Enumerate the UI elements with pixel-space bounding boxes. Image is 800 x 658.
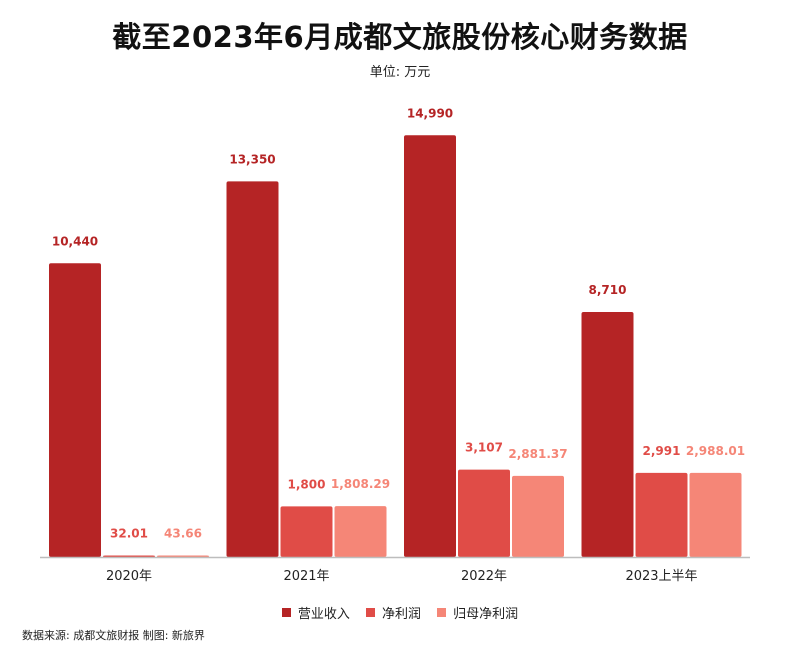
legend-label-net-profit: 净利润 — [381, 607, 421, 622]
bar-net-profit-1 — [103, 555, 155, 557]
bar-revenue-1 — [49, 263, 101, 557]
legend-label-parent-net-profit: 归母净利润 — [453, 607, 519, 622]
bar-parent-net-profit-1 — [157, 555, 209, 557]
data-label-net-profit-4: 2,991 — [643, 444, 681, 458]
legend-item-revenue: 营业收入 — [281, 603, 350, 622]
bar-net-profit-3 — [458, 469, 510, 557]
bar-parent-net-profit-2 — [334, 506, 387, 557]
bar-net-profit-2 — [280, 506, 333, 557]
data-label-revenue-3: 14,990 — [407, 106, 453, 120]
data-label-net-profit-2: 1,800 — [288, 477, 326, 491]
bar-chart: 10,440 32.01 43.66 2020年 13,350 1,800 1,808.29… — [40, 106, 750, 584]
data-label-net-profit-3: 3,107 — [465, 441, 503, 455]
data-label-parent-net-profit-3: 2,881.37 — [508, 447, 567, 461]
bar-net-profit-4 — [635, 472, 688, 557]
legend-item-net-profit: 净利润 — [365, 603, 421, 622]
chart-title: 截至2023年6月成都文旅股份核心财务数据 — [112, 20, 688, 54]
legend-swatch-net-profit — [365, 608, 375, 617]
data-label-revenue-1: 10,440 — [52, 234, 98, 248]
chart-subtitle: 单位: 万元 — [369, 65, 431, 80]
data-label-revenue-2: 13,350 — [229, 152, 275, 166]
bar-parent-net-profit-4 — [689, 472, 742, 557]
data-label-parent-net-profit-4: 2,988.01 — [686, 444, 745, 458]
legend-item-parent-net-profit: 归母净利润 — [437, 603, 518, 622]
data-label-parent-net-profit-2: 1,808.29 — [331, 477, 390, 491]
data-label-parent-net-profit-1: 43.66 — [164, 527, 202, 541]
bar-revenue-3 — [404, 135, 456, 558]
x-tick-label-3: 2022年 — [461, 569, 507, 584]
legend-swatch-revenue — [281, 608, 291, 617]
legend-swatch-parent-net-profit — [437, 608, 447, 617]
bar-parent-net-profit-3 — [512, 475, 564, 557]
x-tick-label-1: 2020年 — [106, 569, 152, 584]
data-label-net-profit-1: 32.01 — [110, 527, 148, 541]
legend: 营业收入 净利润 归母净利润 — [0, 603, 800, 622]
source-note: 数据来源: 成都文旅财报 制图: 新旅界 — [22, 629, 205, 642]
x-tick-label-4: 2023上半年 — [625, 569, 697, 584]
legend-label-revenue: 营业收入 — [297, 607, 350, 622]
bar-revenue-4 — [581, 311, 634, 557]
data-label-revenue-4: 8,710 — [589, 283, 627, 297]
bar-revenue-2 — [226, 181, 279, 558]
x-tick-label-2: 2021年 — [283, 569, 329, 584]
